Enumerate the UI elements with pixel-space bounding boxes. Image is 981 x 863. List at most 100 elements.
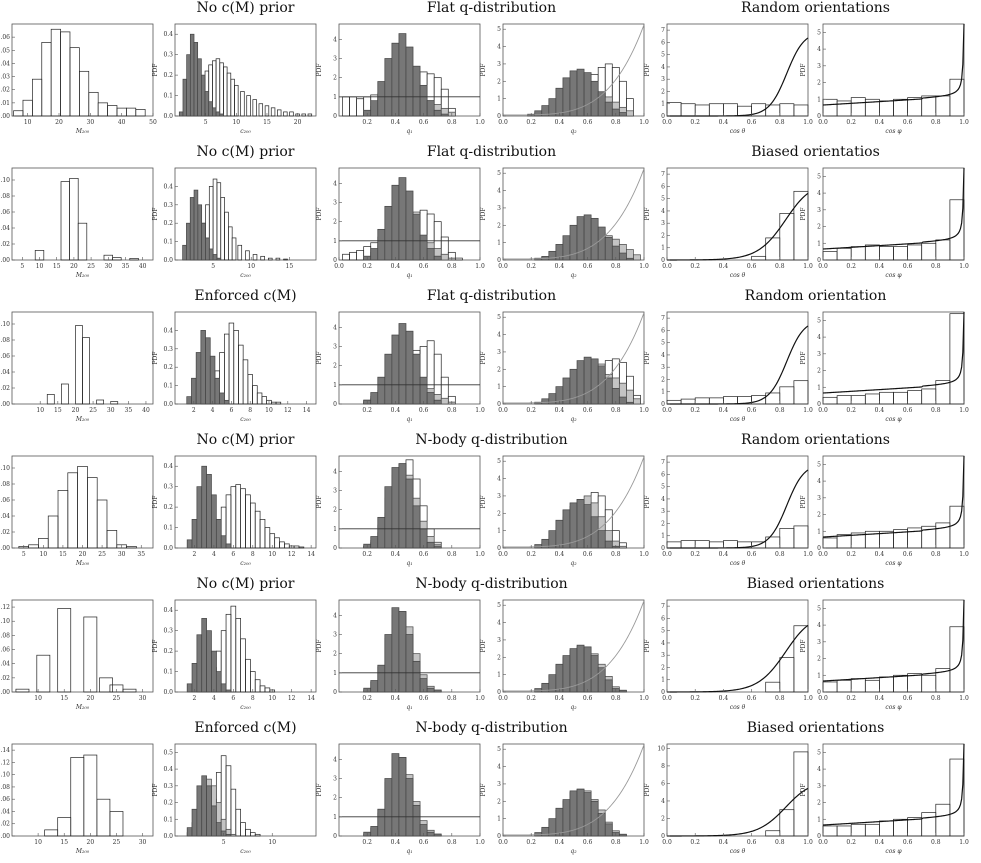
histogram-bar-dark	[433, 399, 442, 405]
x-axis-label: c₂₀₀	[240, 704, 251, 711]
x-tick-label: 20	[72, 407, 80, 414]
x-tick-label: 15	[60, 695, 68, 702]
x-axis-label: cos φ	[885, 704, 902, 711]
histogram-bar-dark	[191, 663, 198, 693]
histogram-bar-dark	[391, 607, 400, 693]
histogram-bar-dark	[191, 519, 198, 549]
y-tick-label: 3	[333, 56, 337, 63]
plot-frame	[666, 455, 809, 549]
x-axis-label: q₂	[570, 272, 577, 279]
histogram-bar-open	[289, 111, 294, 117]
y-tick-label: 0.4	[163, 607, 173, 614]
y-tick-label: 0.5	[163, 749, 173, 756]
y-tick-label: 0	[817, 401, 821, 408]
x-tick-label: 6	[231, 551, 235, 558]
x-tick-label: 0.4	[391, 695, 401, 702]
prior-curve	[822, 743, 965, 826]
y-tick-label: 0.02	[0, 87, 10, 94]
plot-frame	[11, 455, 154, 549]
x-tick-label: 5	[211, 263, 215, 270]
y-tick-label: 0.04	[0, 513, 10, 520]
histogram-bar-dark	[398, 177, 407, 261]
subplot-mass: 5 10 15 20 25 30 35 0.00 0.02 0.04 0.06 0.08 0.10 M₂₀…	[0, 455, 154, 567]
y-tick-label: 0.02	[0, 675, 10, 682]
x-axis-label: M₂₀₀	[75, 704, 90, 711]
x-tick-label: 30	[139, 695, 147, 702]
y-tick-label: 0.2	[163, 648, 173, 655]
y-tick-label: 0.02	[0, 385, 10, 392]
histogram-bar-dark	[604, 679, 613, 693]
y-tick-label: 0.4	[163, 463, 173, 470]
x-tick-label: 0.2	[362, 839, 372, 846]
y-axis-label: PDF	[800, 783, 807, 796]
y-tick-label: 0.12	[0, 604, 10, 611]
plot-frame	[666, 167, 809, 261]
y-tick-label: 0.00	[0, 257, 10, 264]
x-axis-label: q₁	[406, 704, 412, 711]
x-tick-label: 0.8	[447, 695, 457, 702]
x-tick-label: 0.4	[875, 263, 885, 270]
y-tick-label: 4	[817, 334, 821, 341]
x-tick-label: 0.8	[447, 551, 457, 558]
histogram-bar-open	[793, 625, 809, 693]
histogram-bar-dark	[215, 519, 222, 549]
x-tick-label: 30	[107, 407, 115, 414]
y-axis-label: PDF	[316, 207, 323, 220]
histogram-bar-dark	[201, 222, 206, 261]
histogram-bar-dark	[186, 222, 191, 261]
y-tick-label: 3	[497, 205, 501, 212]
subplot-cosb: 0.0 0.2 0.4 0.6 0.8 1.0 0 1 2 3 4 5 6 7 cos θ PDF	[644, 311, 813, 423]
histogram-bar-dark	[195, 352, 202, 405]
prior-curve	[667, 469, 809, 549]
histogram-bar-dark	[377, 376, 386, 405]
y-tick-label: 6	[661, 327, 665, 334]
y-tick-label: 1	[497, 96, 501, 103]
y-tick-label: 3	[497, 493, 501, 500]
histogram-bar-dark	[391, 753, 400, 837]
x-tick-label: 1.0	[475, 551, 485, 558]
y-tick-label: 0.1	[163, 525, 173, 532]
y-tick-label: 0.1	[163, 816, 173, 823]
y-tick-label: 2	[497, 78, 501, 85]
histogram-bar-open	[949, 505, 965, 549]
y-tick-label: 4	[661, 352, 665, 359]
row-title-c: No c(M) prior	[197, 432, 295, 448]
histogram-bar-open	[245, 250, 250, 261]
subplot-mass: 10 15 20 25 30 0.00 0.02 0.04 0.06 0.08 0.10 0.12 M₂…	[0, 599, 154, 711]
histogram-bar-dark	[583, 504, 592, 549]
x-tick-label: 0.6	[583, 695, 593, 702]
y-tick-label: 5	[661, 196, 665, 203]
y-tick-label: 0.06	[0, 209, 10, 216]
y-axis-label: PDF	[316, 495, 323, 508]
x-axis-label: cos θ	[730, 704, 746, 711]
x-tick-label: 0.2	[362, 263, 372, 270]
plot-frame	[11, 743, 154, 837]
histogram-bar-dark	[215, 822, 222, 837]
subplot-hist: 0.2 0.4 0.6 0.8 1.0 0 1 2 3 4 q₁ PDF	[316, 743, 485, 855]
histogram-bar-open	[36, 654, 51, 693]
prior-curve	[667, 37, 809, 117]
x-tick-label: 0.0	[662, 839, 672, 846]
y-tick-label: 0.06	[0, 796, 10, 803]
x-tick-label: 1.0	[639, 695, 649, 702]
x-axis-label: M₂₀₀	[75, 560, 90, 567]
y-tick-label: 4	[817, 622, 821, 629]
histogram-bar-dark	[583, 72, 592, 117]
y-tick-label: 5	[817, 317, 821, 324]
histogram-bar-dark	[562, 509, 571, 549]
y-tick-label: 4	[497, 332, 501, 339]
histogram-bar-dark	[216, 257, 222, 261]
y-tick-label: 0.02	[0, 529, 10, 536]
plot-frame	[11, 167, 154, 261]
x-axis-label: q₁	[406, 560, 412, 567]
y-tick-label: 2	[497, 654, 501, 661]
histogram-bar-dark	[377, 664, 386, 693]
y-tick-label: 1	[817, 96, 821, 103]
x-tick-label: 1.0	[639, 119, 649, 126]
histogram-bar-dark	[604, 823, 613, 837]
histogram-bar-dark	[196, 634, 203, 693]
x-tick-label: 1.0	[803, 263, 813, 270]
histogram-bar-dark	[186, 827, 193, 837]
x-tick-label: 0.2	[362, 119, 372, 126]
x-tick-label: 15	[53, 263, 61, 270]
